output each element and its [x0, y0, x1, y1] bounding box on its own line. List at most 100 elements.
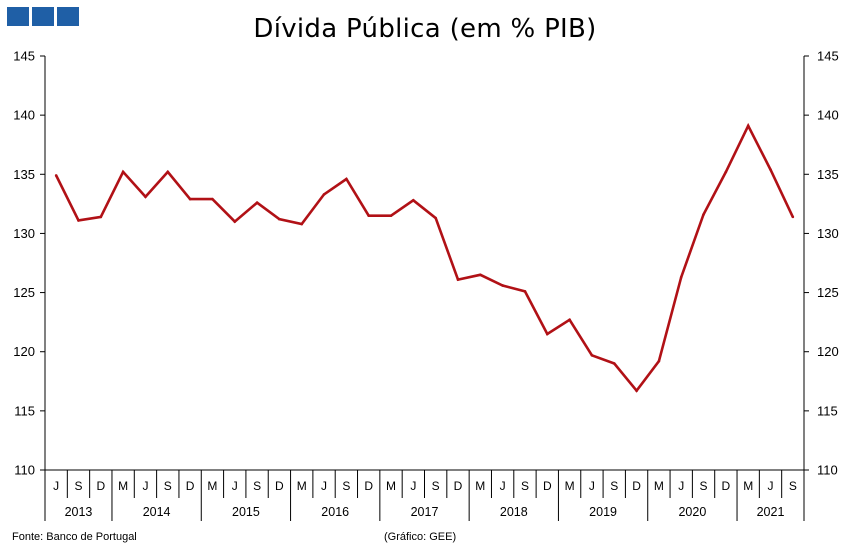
data-point: [635, 389, 638, 393]
x-year-label: 2017: [411, 505, 439, 519]
data-point: [255, 201, 259, 204]
axes: [40, 55, 809, 521]
data-point: [612, 362, 616, 365]
x-month-label: M: [654, 479, 664, 493]
data-point: [746, 124, 750, 128]
x-month-label: S: [521, 479, 529, 493]
x-month-label: M: [475, 479, 485, 493]
data-point: [412, 199, 415, 202]
y-tick-label-left: 110: [14, 463, 35, 478]
y-tick-label-right: 110: [817, 463, 838, 478]
x-month-label: D: [722, 479, 731, 493]
x-month-label: M: [207, 479, 217, 493]
chart-title: Dívida Pública (em % PIB): [253, 14, 597, 44]
y-tick-label-right: 125: [817, 285, 839, 300]
x-month-label: J: [232, 479, 238, 493]
x-month-label: D: [632, 479, 641, 493]
series-layer: [54, 122, 795, 393]
data-point: [121, 170, 125, 174]
x-year-label: 2013: [65, 505, 93, 519]
y-tick-label-right: 135: [817, 167, 839, 182]
x-month-label: J: [410, 479, 416, 493]
data-point: [300, 222, 304, 226]
data-point: [568, 318, 571, 322]
logo: [7, 7, 79, 26]
x-month-label: J: [142, 479, 148, 493]
data-point: [389, 214, 393, 217]
source-note: Fonte: Banco de Portugal: [12, 531, 137, 543]
data-point: [523, 290, 527, 293]
x-year-label: 2015: [232, 505, 260, 519]
data-point: [479, 273, 482, 277]
data-point: [188, 197, 192, 201]
x-month-label: J: [768, 479, 774, 493]
data-point: [166, 170, 170, 174]
x-month-label: M: [743, 479, 753, 493]
data-point: [345, 177, 348, 181]
x-month-label: S: [342, 479, 350, 493]
x-month-label: D: [275, 479, 284, 493]
data-point: [657, 359, 661, 363]
x-year-label: 2021: [757, 505, 785, 519]
y-tick-label-left: 125: [13, 285, 35, 300]
x-month-label: S: [700, 479, 708, 493]
data-point: [702, 213, 705, 216]
x-month-label: S: [432, 479, 440, 493]
data-point: [501, 284, 504, 287]
data-point: [211, 197, 214, 201]
data-point: [456, 278, 460, 281]
x-year-label: 2016: [321, 505, 349, 519]
data-point: [99, 215, 103, 219]
x-month-label: S: [164, 479, 172, 493]
x-month-label: D: [96, 479, 105, 493]
x-month-label: M: [386, 479, 396, 493]
data-point: [278, 217, 281, 221]
x-month-label: M: [297, 479, 307, 493]
y-tick-label-left: 140: [13, 108, 35, 123]
y-tick-label-left: 120: [13, 344, 35, 359]
x-month-label: D: [543, 479, 552, 493]
data-point: [322, 193, 326, 196]
x-month-label: J: [53, 479, 59, 493]
data-point: [54, 174, 58, 177]
data-point: [434, 216, 437, 220]
x-month-label: S: [789, 479, 797, 493]
logo-block-3: [57, 7, 79, 26]
x-month-label: J: [321, 479, 327, 493]
y-tick-label-right: 140: [817, 108, 839, 123]
data-point: [724, 170, 728, 174]
y-tick-label-right: 145: [817, 49, 839, 64]
x-month-label: J: [500, 479, 506, 493]
data-point: [233, 220, 237, 223]
y-tick-label-right: 115: [817, 403, 838, 418]
data-point: [679, 275, 683, 279]
x-month-label: S: [610, 479, 618, 493]
data-point: [367, 214, 370, 217]
y-tick-label-left: 115: [14, 403, 35, 418]
logo-block-2: [32, 7, 54, 26]
x-month-label: J: [589, 479, 595, 493]
x-month-label: M: [565, 479, 575, 493]
data-point: [791, 215, 795, 219]
tick-labels: 110 110 115 115 120 120 125 125 130 130 135 135 140 1…: [13, 49, 838, 520]
y-tick-label-left: 130: [13, 226, 35, 241]
x-month-label: J: [678, 479, 684, 493]
x-month-label: D: [454, 479, 463, 493]
data-point: [769, 168, 772, 171]
x-month-label: D: [364, 479, 373, 493]
data-point: [590, 353, 594, 357]
y-tick-label-right: 130: [817, 226, 839, 241]
y-tick-label-left: 145: [13, 49, 35, 64]
x-year-label: 2020: [678, 505, 706, 519]
x-year-label: 2014: [143, 505, 171, 519]
data-point: [77, 219, 80, 222]
credit-note: (Gráfico: GEE): [384, 531, 457, 543]
logo-block-1: [7, 7, 29, 26]
x-year-label: 2018: [500, 505, 528, 519]
x-year-label: 2019: [589, 505, 617, 519]
x-month-label: M: [118, 479, 128, 493]
data-point: [545, 332, 549, 336]
x-month-label: S: [253, 479, 261, 493]
x-month-label: D: [186, 479, 195, 493]
